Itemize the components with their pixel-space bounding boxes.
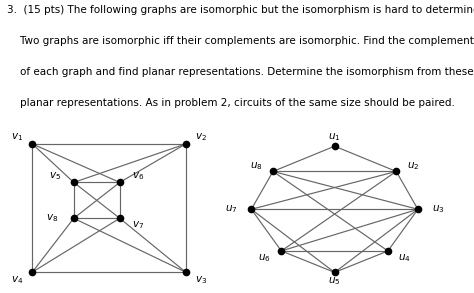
Text: 3.  (15 pts) The following graphs are isomorphic but the isomorphism is hard to : 3. (15 pts) The following graphs are iso…	[7, 5, 474, 15]
Text: $u_8$: $u_8$	[250, 161, 263, 172]
Text: $u_3$: $u_3$	[431, 203, 444, 215]
Text: $u_4$: $u_4$	[398, 253, 411, 264]
Text: $v_1$: $v_1$	[11, 132, 23, 144]
Text: $v_2$: $v_2$	[195, 132, 207, 144]
Text: $u_7$: $u_7$	[225, 203, 237, 215]
Text: $u_2$: $u_2$	[407, 161, 419, 172]
Text: $v_8$: $v_8$	[46, 212, 58, 224]
Text: $v_5$: $v_5$	[49, 170, 62, 182]
Text: $u_5$: $u_5$	[328, 275, 341, 287]
Text: $u_6$: $u_6$	[258, 253, 271, 264]
Text: $u_1$: $u_1$	[328, 132, 341, 143]
Text: planar representations. As in problem 2, circuits of the same size should be pai: planar representations. As in problem 2,…	[7, 98, 455, 108]
Text: $v_3$: $v_3$	[195, 274, 207, 286]
Text: $v_4$: $v_4$	[11, 274, 23, 286]
Text: of each graph and find planar representations. Determine the isomorphism from th: of each graph and find planar representa…	[7, 67, 474, 77]
Text: Two graphs are isomorphic iff their complements are isomorphic. Find the complem: Two graphs are isomorphic iff their comp…	[7, 36, 474, 46]
Text: $v_6$: $v_6$	[132, 170, 144, 182]
Text: $v_7$: $v_7$	[132, 219, 144, 231]
